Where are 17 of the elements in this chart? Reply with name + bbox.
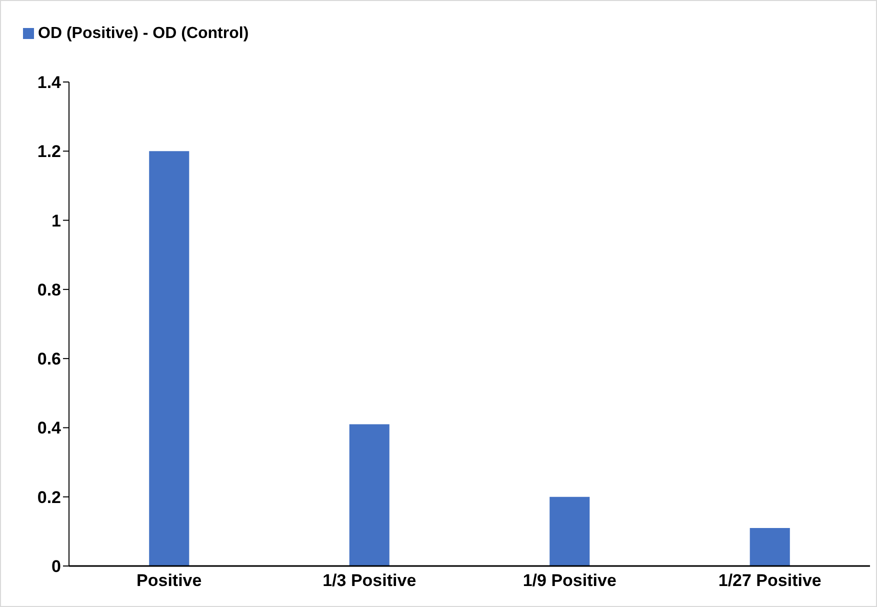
legend-label: OD (Positive) - OD (Control) [38, 25, 249, 42]
bar [349, 424, 390, 566]
x-tick-label: 1/27 Positive [718, 571, 822, 590]
y-tick-label: 0 [52, 557, 61, 576]
y-tick-label: 1.4 [37, 73, 62, 92]
y-tick-label: 0.6 [37, 350, 61, 369]
bar [550, 496, 590, 566]
bar [750, 528, 790, 566]
y-tick-label: 0.4 [37, 418, 62, 438]
bar [149, 151, 190, 566]
x-tick-label: 1/9 Positive [522, 571, 616, 590]
y-tick-label: 0.8 [37, 280, 61, 300]
y-tick-label: 1.2 [37, 142, 61, 162]
y-tick-label: 1 [52, 211, 61, 230]
y-tick-label: 0.2 [37, 488, 61, 507]
x-tick-label: 1/3 Positive [322, 571, 416, 590]
x-tick-label: Positive [136, 571, 202, 590]
